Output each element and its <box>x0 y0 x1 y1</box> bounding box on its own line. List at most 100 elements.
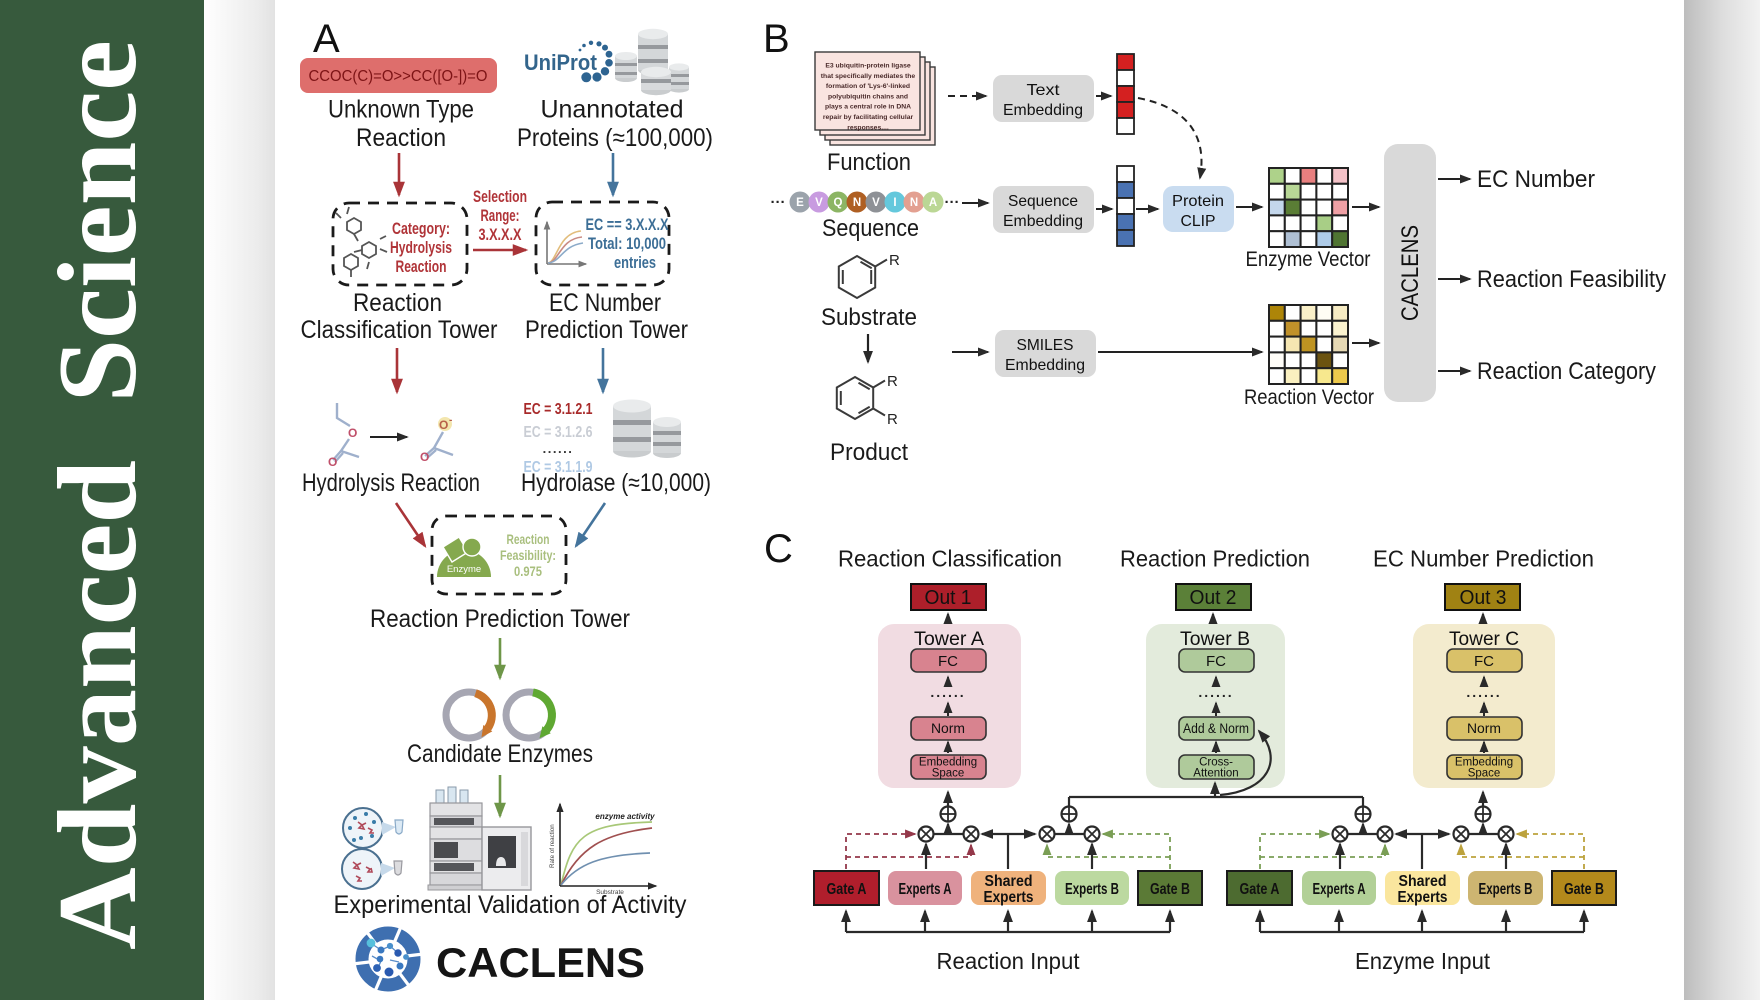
svg-text:Tower B: Tower B <box>1180 629 1250 650</box>
svg-text:Feasibility:: Feasibility: <box>500 547 556 563</box>
svg-text:Sequence: Sequence <box>822 215 919 242</box>
svg-text:Embedding: Embedding <box>1003 213 1083 230</box>
svg-text:Text: Text <box>1027 82 1061 99</box>
svg-text:O: O <box>348 426 357 440</box>
svg-text:Out 2: Out 2 <box>1190 587 1237 609</box>
svg-text:Unannotated: Unannotated <box>541 96 684 124</box>
svg-text:Reaction Prediction Tower: Reaction Prediction Tower <box>370 605 630 633</box>
svg-text:UniProt: UniProt <box>524 50 598 75</box>
svg-text:Reaction Input: Reaction Input <box>937 948 1080 974</box>
svg-text:Norm: Norm <box>1467 721 1501 736</box>
svg-text:Reaction: Reaction <box>353 289 442 317</box>
svg-text:Reaction Prediction: Reaction Prediction <box>1120 546 1310 572</box>
svg-text:SMILES: SMILES <box>1017 337 1074 354</box>
svg-text:Tower C: Tower C <box>1449 629 1519 650</box>
svg-text:Reaction: Reaction <box>356 124 446 152</box>
svg-text:Reaction Category: Reaction Category <box>1477 358 1656 385</box>
svg-text:......: ...... <box>1466 684 1501 700</box>
svg-text:FC: FC <box>938 653 958 670</box>
svg-text:CACLENS: CACLENS <box>1397 225 1424 321</box>
svg-text:R: R <box>887 373 898 390</box>
svg-text:EC = 3.1.2.6: EC = 3.1.2.6 <box>524 424 593 441</box>
svg-text:Selection: Selection <box>473 188 527 206</box>
svg-text:Embedding: Embedding <box>1005 357 1085 374</box>
svg-text:A: A <box>929 197 937 209</box>
svg-text:Function: Function <box>827 149 911 176</box>
svg-text:Protein: Protein <box>1172 193 1224 210</box>
svg-text:Substrate: Substrate <box>596 889 624 896</box>
svg-text:O: O <box>328 455 337 469</box>
svg-text:Out 1: Out 1 <box>925 587 972 609</box>
svg-text:Enzyme Input: Enzyme Input <box>1355 948 1490 974</box>
svg-text:Experimental Validation of Act: Experimental Validation of Activity <box>334 891 687 919</box>
svg-text:Gate A: Gate A <box>827 881 867 898</box>
svg-text:......: ...... <box>543 441 574 456</box>
svg-text:Cross-: Cross- <box>1199 757 1233 769</box>
svg-text:Experts A: Experts A <box>1313 881 1366 898</box>
svg-text:Reaction Feasibility: Reaction Feasibility <box>1477 266 1666 293</box>
svg-text:E: E <box>796 197 804 209</box>
svg-text:Advanced Science: Advanced Science <box>36 40 160 950</box>
svg-text:Gate B: Gate B <box>1564 881 1604 898</box>
svg-text:that specifically mediates the: that specifically mediates the <box>821 73 916 80</box>
svg-text:0.975: 0.975 <box>514 563 542 579</box>
svg-text:CLIP: CLIP <box>1181 213 1216 230</box>
svg-text:plays a central role in DNA: plays a central role in DNA <box>825 104 911 111</box>
svg-text:N: N <box>853 197 861 209</box>
svg-text:enzyme activity: enzyme activity <box>595 812 655 821</box>
svg-text:Q: Q <box>834 197 843 209</box>
svg-text:EC = 3.1.1.9: EC = 3.1.1.9 <box>524 459 593 476</box>
svg-text:Proteins (≈100,000): Proteins (≈100,000) <box>517 124 713 152</box>
svg-text:3.X.X.X: 3.X.X.X <box>479 226 522 244</box>
svg-text:EC Number: EC Number <box>1477 166 1595 193</box>
svg-text:Hydrolase (≈10,000): Hydrolase (≈10,000) <box>521 469 711 497</box>
svg-text:EC Number Prediction: EC Number Prediction <box>1373 546 1594 572</box>
svg-text:Reaction: Reaction <box>507 531 550 547</box>
svg-text:Hydrolysis Reaction: Hydrolysis Reaction <box>302 469 480 497</box>
svg-text:FC: FC <box>1206 653 1226 670</box>
svg-text:formation of 'Lys-6'-linked: formation of 'Lys-6'-linked <box>826 83 910 90</box>
svg-text:V: V <box>815 197 823 209</box>
svg-text:R: R <box>887 411 898 428</box>
svg-text:Experts A: Experts A <box>899 881 952 898</box>
svg-text:Reaction Vector: Reaction Vector <box>1244 386 1374 409</box>
svg-text:Reaction Classification: Reaction Classification <box>838 546 1062 572</box>
svg-text:B: B <box>763 17 790 61</box>
svg-text:Experts: Experts <box>1398 889 1448 906</box>
svg-text:CCOC(C)=O>>CC([O-])=O: CCOC(C)=O>>CC([O-])=O <box>309 68 488 85</box>
svg-text:CACLENS: CACLENS <box>436 939 645 986</box>
svg-text:Embedding: Embedding <box>1455 757 1513 769</box>
svg-text:O: O <box>420 450 429 464</box>
svg-text:EC Number: EC Number <box>549 289 661 317</box>
svg-text:Enzyme: Enzyme <box>447 564 481 575</box>
svg-text:Tower A: Tower A <box>914 629 984 650</box>
svg-text:Shared: Shared <box>1399 873 1447 890</box>
svg-text:Product: Product <box>830 439 908 466</box>
svg-text:entries: entries <box>614 254 656 272</box>
svg-text:responses....: responses.... <box>847 124 889 131</box>
svg-text:E3 ubiquitin-protein ligase: E3 ubiquitin-protein ligase <box>825 63 911 70</box>
svg-text:......: ...... <box>930 684 965 700</box>
svg-text:C: C <box>764 527 793 571</box>
svg-text:Candidate Enzymes: Candidate Enzymes <box>407 740 593 768</box>
svg-text:Experts B: Experts B <box>1479 881 1533 898</box>
svg-text:......: ...... <box>1198 684 1233 700</box>
svg-text:Embedding: Embedding <box>919 757 977 769</box>
svg-text:···: ··· <box>945 194 960 211</box>
svg-text:Sequence: Sequence <box>1008 193 1078 210</box>
svg-text:repair by facilitating cellula: repair by facilitating cellular <box>823 114 914 121</box>
svg-text:Substrate: Substrate <box>821 304 917 331</box>
svg-text:Prediction Tower: Prediction Tower <box>525 316 688 344</box>
svg-text:Gate B: Gate B <box>1150 881 1190 898</box>
svg-text:Reaction: Reaction <box>396 258 447 276</box>
svg-text:A: A <box>313 17 340 61</box>
svg-text:FC: FC <box>1474 653 1494 670</box>
svg-text:Total: 10,000: Total: 10,000 <box>588 235 666 253</box>
svg-text:Space: Space <box>1468 768 1501 780</box>
svg-text:V: V <box>872 197 880 209</box>
svg-text:Gate A: Gate A <box>1240 881 1280 898</box>
svg-text:Out 3: Out 3 <box>1460 587 1507 609</box>
svg-text:N: N <box>910 197 918 209</box>
svg-text:Enzyme Vector: Enzyme Vector <box>1246 248 1371 271</box>
svg-text:Range:: Range: <box>481 207 520 225</box>
